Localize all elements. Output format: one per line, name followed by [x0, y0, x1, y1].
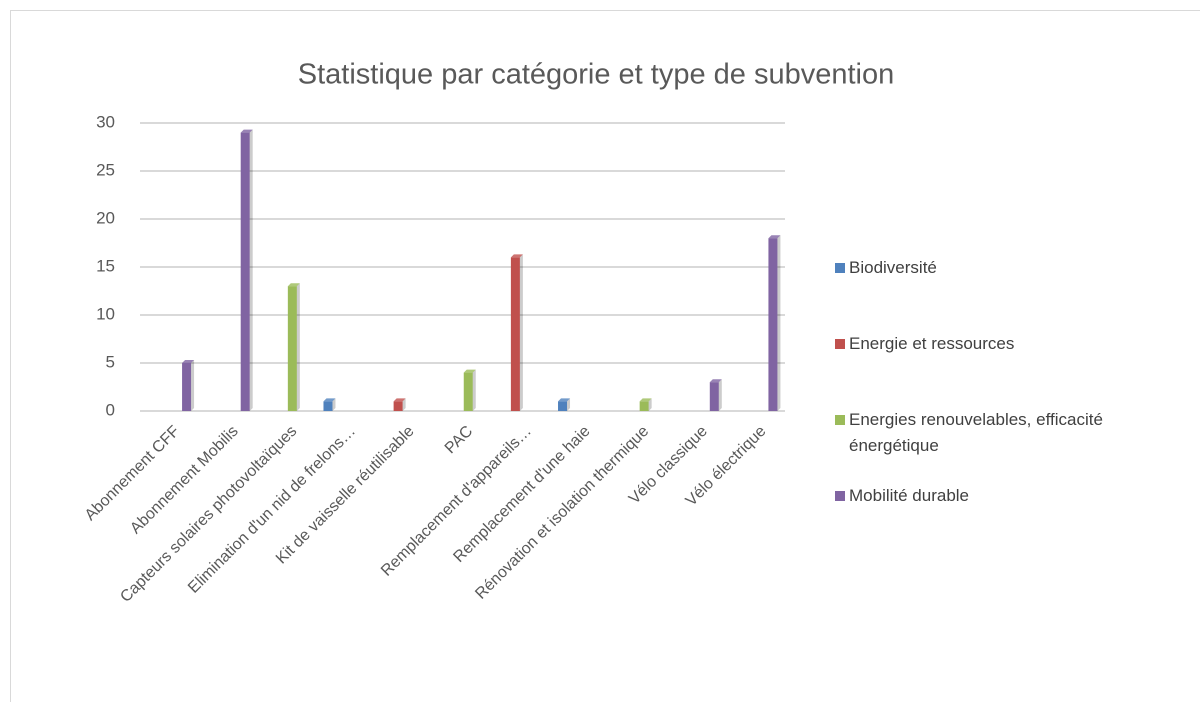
legend: Biodiversité Energie et ressources Energie… — [835, 255, 1195, 559]
bar-side — [472, 369, 476, 411]
bar — [287, 286, 297, 411]
bar — [182, 363, 192, 411]
bar — [558, 401, 568, 411]
legend-label: Energies renouvelables, efficacité énerg… — [849, 410, 1103, 455]
bar-side — [777, 235, 781, 411]
legend-label: Mobilité durable — [849, 486, 970, 505]
bar-side — [296, 283, 300, 411]
bar — [639, 401, 649, 411]
bar — [463, 372, 473, 411]
legend-item: Mobilité durable — [835, 483, 1195, 559]
bar-top — [393, 398, 406, 402]
bar-top — [768, 235, 781, 239]
legend-swatch — [835, 263, 845, 273]
y-tick-label: 20 — [96, 208, 115, 227]
bar-side — [191, 360, 195, 411]
chart-border — [10, 10, 1200, 702]
legend-swatch — [835, 491, 845, 501]
bar-side — [567, 398, 571, 411]
y-tick-label: 5 — [106, 352, 115, 371]
bar — [510, 257, 520, 411]
bar-side — [718, 379, 722, 411]
x-tick-label: Abonnement Mobilis — [127, 423, 242, 538]
bar — [393, 401, 403, 411]
bar-top — [240, 129, 253, 133]
chart-title: Statistique par catégorie et type de sub… — [298, 59, 895, 91]
x-tick-label: Abonnement CFF — [82, 423, 183, 524]
bar — [768, 238, 778, 411]
bar-top — [639, 398, 652, 402]
bar-top — [182, 360, 195, 363]
bar-side — [648, 398, 652, 411]
bar-side — [332, 398, 336, 411]
bar — [323, 401, 333, 411]
x-tick-label: PAC — [442, 423, 476, 457]
legend-item: Energies renouvelables, efficacité énerg… — [835, 407, 1195, 483]
y-tick-label: 15 — [96, 256, 115, 275]
bar-top — [463, 369, 476, 373]
bar — [240, 132, 250, 411]
y-tick-label: 25 — [96, 160, 115, 179]
bar-side — [519, 254, 523, 411]
bar-side — [402, 398, 406, 411]
legend-swatch — [835, 415, 845, 425]
y-tick-label: 10 — [96, 304, 115, 323]
bar-side — [249, 129, 253, 411]
legend-label: Energie et ressources — [849, 334, 1015, 353]
y-tick-label: 0 — [106, 400, 115, 419]
bar-top — [558, 398, 571, 402]
bar — [709, 382, 719, 411]
bar-top — [709, 379, 722, 383]
bar-top — [287, 283, 300, 287]
y-tick-label: 30 — [96, 112, 115, 131]
bar-top — [510, 254, 523, 258]
legend-item: Energie et ressources — [835, 331, 1195, 407]
bar-top — [323, 398, 336, 402]
legend-swatch — [835, 339, 845, 349]
legend-item: Biodiversité — [835, 255, 1195, 331]
legend-label: Biodiversité — [849, 258, 937, 277]
